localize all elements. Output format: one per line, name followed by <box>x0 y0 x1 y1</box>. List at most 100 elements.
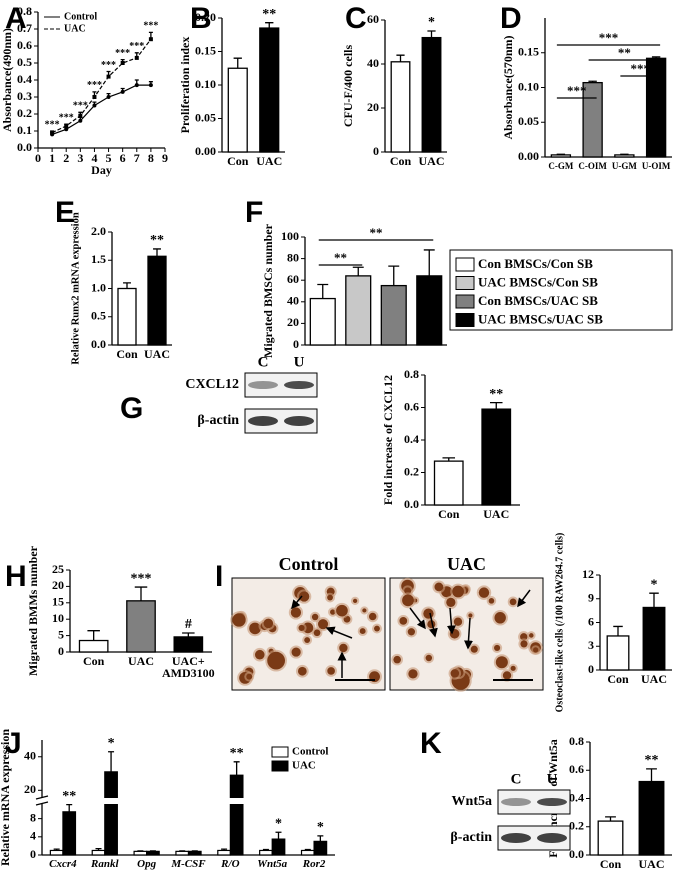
error-bar <box>275 831 282 840</box>
x-tick-label: 6 <box>120 151 126 165</box>
y-tick-label: 0.10 <box>195 77 216 91</box>
point <box>148 83 153 88</box>
blot-row-label: CXCL12 <box>185 377 239 392</box>
y-tick-label: 0.4 <box>569 790 584 804</box>
cell-core <box>509 598 517 606</box>
bar <box>271 838 286 856</box>
y-tick-label: 6 <box>588 614 594 628</box>
x-tick-label: Ror2 <box>302 858 326 870</box>
error-bar <box>489 401 503 410</box>
blot-band <box>248 416 278 426</box>
bracket-label: *** <box>631 61 651 76</box>
y-tick-label: 0.0 <box>569 847 584 861</box>
significance: * <box>428 15 435 30</box>
bar <box>638 780 665 856</box>
panel-label: D <box>500 2 522 35</box>
cell-core <box>488 598 495 604</box>
x-tick-label-box: Wnt5a <box>257 858 287 870</box>
bar <box>187 850 202 856</box>
bar <box>345 275 372 346</box>
y-tick-label: 0.6 <box>404 399 419 413</box>
bar <box>300 849 315 856</box>
blot-row-label: β-actin <box>197 413 239 428</box>
legend-label: Con BMSCs/UAC SB <box>478 293 598 308</box>
panel-label: I <box>215 560 223 593</box>
y-tick-label: 0.7 <box>17 21 32 35</box>
cell-core <box>254 649 265 660</box>
legend-label: UAC <box>292 760 316 772</box>
x-tick-label-box: Opg <box>137 858 156 870</box>
y-tick-label: 0 <box>293 337 299 351</box>
error-bar <box>317 835 324 842</box>
legend-swatch <box>455 257 475 272</box>
x-tick-label: Con <box>82 655 105 668</box>
point <box>148 37 153 42</box>
significance: * <box>317 820 324 835</box>
x-tick-label: 0 <box>35 151 41 165</box>
point <box>134 55 139 60</box>
bar <box>606 635 630 671</box>
cell-core <box>290 607 302 618</box>
y-axis-label: CFU-F/400 cells <box>341 45 355 128</box>
y-tick-label: 20 <box>367 100 379 114</box>
y-axis-label: Migrated BMSCs number <box>261 223 275 358</box>
x-tick-label-box: Con <box>438 508 459 520</box>
bar <box>597 820 624 856</box>
x-tick-label-box: Con <box>607 673 628 685</box>
cell-core <box>520 640 528 648</box>
y-tick-label: 0.05 <box>195 110 216 124</box>
point <box>120 61 125 65</box>
error-bar <box>182 632 195 637</box>
legend-label: UAC BMSCs/UAC SB <box>478 311 603 326</box>
x-tick-label: UAC <box>127 655 154 668</box>
y-tick-label: 1.5 <box>91 252 106 266</box>
cell-core <box>494 612 506 624</box>
legend-swatch <box>271 746 289 758</box>
significance: ** <box>645 753 659 768</box>
blot-row-label: β-actin <box>450 830 492 845</box>
cell-core <box>359 628 366 635</box>
legend-label: Control <box>292 746 328 758</box>
x-tick-label-box: UAC <box>483 508 509 520</box>
panel-label: B <box>190 2 212 35</box>
y-tick-label: 0 <box>373 144 379 158</box>
y-tick-label: 0.20 <box>195 10 216 24</box>
cell-core <box>502 671 512 680</box>
significance: *** <box>131 571 152 586</box>
error-bar <box>646 768 657 782</box>
bar <box>147 255 167 346</box>
panel-label: G <box>120 392 143 425</box>
y-tick-label: 60 <box>367 12 379 26</box>
x-tick-label: U-OIM <box>641 161 671 171</box>
y-tick-label: 20 <box>24 782 36 796</box>
error-bar <box>352 266 364 276</box>
significance: *** <box>73 101 88 112</box>
x-tick-label: 4 <box>91 151 97 165</box>
cell-core <box>453 617 463 626</box>
bar <box>229 774 244 856</box>
y-tick-label: 25 <box>52 562 64 576</box>
y-tick-label: 0.8 <box>404 367 419 381</box>
panel-label: K <box>420 727 442 760</box>
bar <box>582 81 603 158</box>
panel-label: A <box>5 2 27 35</box>
y-tick-label: 0.4 <box>404 432 419 446</box>
cell-core <box>298 591 310 602</box>
error-bar <box>265 22 274 29</box>
significance: *** <box>115 48 130 59</box>
point <box>134 83 139 88</box>
cell-core <box>246 673 253 680</box>
bar <box>146 850 160 856</box>
cell-core <box>368 612 377 621</box>
arrow <box>291 595 303 610</box>
y-tick-label: 0.2 <box>569 819 584 833</box>
significance: * <box>108 736 115 751</box>
x-tick-label-box: UAC <box>419 155 445 167</box>
error-bar <box>388 265 400 286</box>
point <box>106 95 111 99</box>
y-tick-label: 15 <box>52 595 64 609</box>
cell-core <box>267 651 285 670</box>
error-bar <box>423 249 435 276</box>
axis-break <box>36 798 335 804</box>
x-tick-label: UAC <box>638 858 665 870</box>
